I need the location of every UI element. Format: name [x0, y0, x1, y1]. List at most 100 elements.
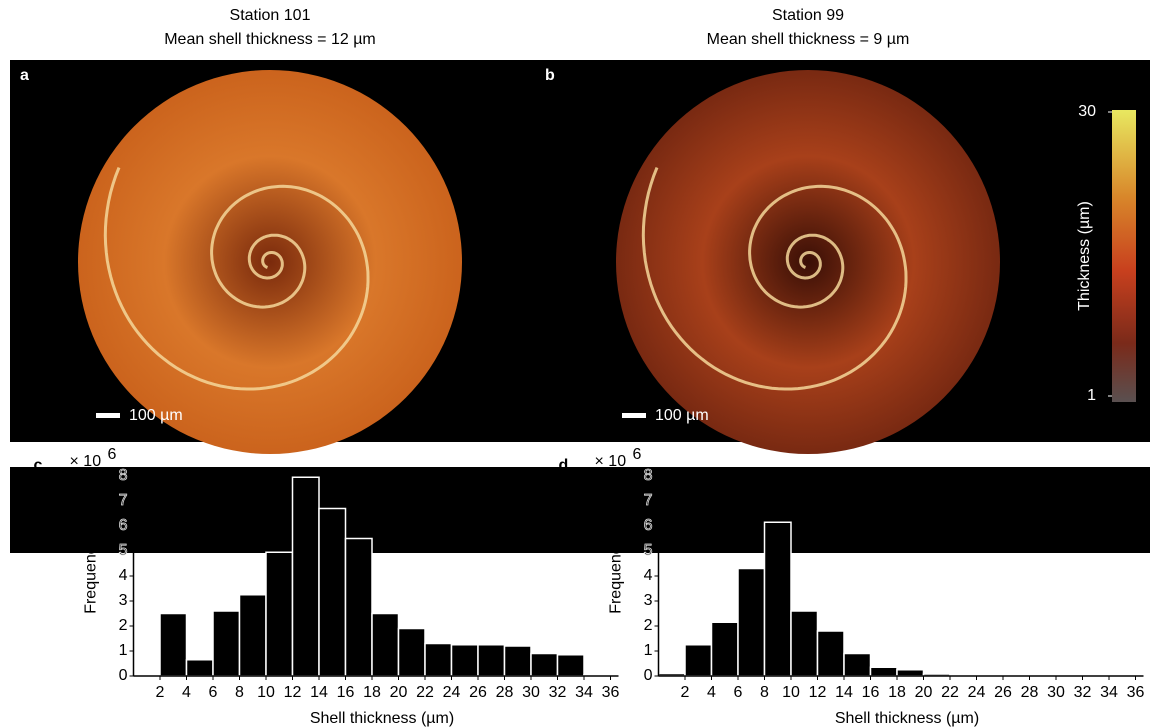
- x-tick-label: 24: [443, 684, 461, 701]
- multiplier-exponent: 6: [633, 446, 642, 463]
- x-tick-label: 14: [835, 684, 853, 701]
- y-tick-label: 7: [119, 492, 128, 509]
- colorbar: [1112, 110, 1136, 402]
- x-tick-label: 12: [284, 684, 302, 701]
- x-tick-label: 36: [1127, 684, 1145, 701]
- figure: Thickness (µm) Station 101 Mean shell thi…: [0, 0, 1162, 728]
- panel-title: Station 101: [230, 7, 311, 24]
- bar: [685, 645, 712, 676]
- x-tick-label: 22: [941, 684, 959, 701]
- x-tick-label: 30: [522, 684, 540, 701]
- y-tick-label: 2: [644, 617, 653, 634]
- x-tick-label: 4: [182, 684, 191, 701]
- x-tick-label: 18: [363, 684, 381, 701]
- scale-bar-label: 100 µm: [129, 407, 183, 424]
- scale-bar: [622, 413, 646, 418]
- x-tick-label: 26: [994, 684, 1012, 701]
- shell: [616, 70, 1000, 454]
- bar: [213, 611, 240, 676]
- colorbar-label: Thickness (µm): [1076, 201, 1093, 311]
- bar: [187, 660, 214, 676]
- x-tick-label: 4: [707, 684, 716, 701]
- x-tick-label: 20: [915, 684, 933, 701]
- x-tick-label: 6: [734, 684, 743, 701]
- artifact-band: [10, 467, 1150, 553]
- x-tick-label: 16: [862, 684, 880, 701]
- y-tick-label: 6: [119, 517, 128, 534]
- x-tick-label: 10: [782, 684, 800, 701]
- x-tick-label: 22: [416, 684, 434, 701]
- scale-bar: [96, 413, 120, 418]
- y-tick-label: 6: [644, 517, 653, 534]
- y-tick-label: 1: [119, 642, 128, 659]
- x-tick-label: 12: [809, 684, 827, 701]
- panel-letter: c: [34, 457, 43, 474]
- x-tick-label: 8: [760, 684, 769, 701]
- x-tick-label: 26: [469, 684, 487, 701]
- multiplier: × 10: [595, 453, 627, 470]
- bar: [531, 654, 558, 677]
- x-tick-label: 24: [968, 684, 986, 701]
- y-tick-label: 5: [644, 542, 653, 559]
- x-tick-label: 28: [496, 684, 514, 701]
- y-tick-label: 0: [644, 667, 653, 684]
- multiplier: × 10: [70, 453, 102, 470]
- panel-letter: b: [545, 67, 555, 84]
- x-tick-label: 36: [602, 684, 620, 701]
- panel-letter: a: [20, 67, 29, 84]
- y-tick-label: 3: [119, 592, 128, 609]
- x-axis-label: Shell thickness (µm): [310, 710, 454, 727]
- y-tick-label: 1: [644, 642, 653, 659]
- bar: [399, 629, 426, 677]
- y-tick-label: 8: [119, 467, 128, 484]
- x-tick-label: 34: [1100, 684, 1118, 701]
- x-tick-label: 14: [310, 684, 328, 701]
- y-axis-label: Frequency: [608, 538, 625, 614]
- bar: [293, 477, 320, 676]
- bar: [505, 646, 532, 676]
- y-tick-label: 4: [119, 567, 128, 584]
- y-tick-label: 7: [644, 492, 653, 509]
- bar: [160, 614, 187, 677]
- bar: [319, 509, 346, 677]
- bar: [818, 631, 845, 676]
- bar: [871, 667, 898, 676]
- bar: [558, 655, 585, 676]
- x-tick-label: 32: [1074, 684, 1092, 701]
- bar: [346, 539, 373, 677]
- bar: [372, 614, 399, 677]
- y-axis-label: Frequency: [83, 538, 100, 614]
- x-tick-label: 34: [575, 684, 593, 701]
- x-tick-label: 30: [1047, 684, 1065, 701]
- y-tick-label: 0: [119, 667, 128, 684]
- y-tick-label: 5: [119, 542, 128, 559]
- y-tick-label: 8: [644, 467, 653, 484]
- colorbar-tick-label: 1: [1087, 387, 1096, 404]
- y-tick-label: 2: [119, 617, 128, 634]
- bar: [425, 644, 452, 677]
- panel-subtitle: Mean shell thickness = 12 µm: [164, 31, 376, 48]
- panel-subtitle: Mean shell thickness = 9 µm: [707, 31, 910, 48]
- x-tick-label: 2: [681, 684, 690, 701]
- bar: [712, 622, 739, 676]
- bar: [791, 611, 818, 676]
- x-tick-label: 32: [549, 684, 567, 701]
- multiplier-exponent: 6: [108, 446, 117, 463]
- x-tick-label: 6: [209, 684, 218, 701]
- bar: [897, 670, 924, 676]
- shell: [78, 70, 462, 454]
- bar: [844, 654, 871, 677]
- x-tick-label: 10: [257, 684, 275, 701]
- panel-letter: d: [559, 457, 569, 474]
- x-tick-label: 8: [235, 684, 244, 701]
- panel-title: Station 99: [772, 7, 844, 24]
- y-tick-label: 4: [644, 567, 653, 584]
- bar: [452, 645, 479, 676]
- y-tick-label: 3: [644, 592, 653, 609]
- x-axis-label: Shell thickness (µm): [835, 710, 979, 727]
- scale-bar-label: 100 µm: [655, 407, 709, 424]
- bar: [240, 595, 267, 676]
- x-tick-label: 18: [888, 684, 906, 701]
- bar: [266, 552, 293, 676]
- bar: [738, 569, 765, 677]
